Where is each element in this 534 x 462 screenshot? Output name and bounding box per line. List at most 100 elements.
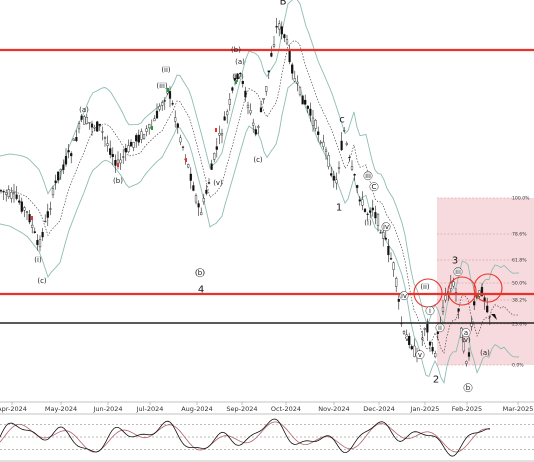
wave-label: iii (365, 172, 371, 180)
wave-label: i (429, 307, 431, 315)
candle-body (314, 119, 317, 129)
wave-label: (v) (461, 336, 471, 344)
candle-body (51, 188, 55, 196)
candle-body (5, 192, 8, 195)
candle-body (457, 308, 460, 312)
candle-body (20, 201, 23, 212)
fib-label: 23.6% (512, 322, 527, 328)
wave-label: (iii) (156, 82, 168, 90)
candle-body (332, 175, 335, 181)
x-tick-label: May-2024 (45, 405, 77, 413)
wave-label: iv (401, 292, 407, 300)
candle-body (174, 117, 177, 122)
candle-body (28, 214, 31, 223)
candle-body (267, 70, 270, 73)
candle-body (129, 142, 133, 147)
candle-body (103, 137, 107, 139)
candle-body (324, 149, 328, 152)
wave-label-ring (195, 268, 205, 278)
candle-body (15, 194, 18, 199)
candle-body (90, 123, 94, 128)
candle-body (189, 173, 192, 181)
wave-label-ring (369, 182, 379, 192)
candle-body (366, 213, 369, 215)
candle-body (226, 111, 229, 116)
wave-label: (c) (37, 277, 47, 285)
candle-body (12, 192, 16, 195)
candle-body (376, 213, 380, 227)
candle-body (96, 121, 99, 132)
wave-label: (ii) (420, 283, 430, 291)
candle-body (67, 150, 70, 153)
candle-body (387, 245, 390, 256)
wave-label-ring (461, 328, 471, 338)
wave-label: 1 (336, 203, 342, 214)
candle-body (311, 117, 315, 126)
wave-label: ii (438, 324, 442, 332)
candle-body (421, 337, 424, 340)
candle-body (441, 306, 445, 312)
wave-label: (b) (113, 177, 123, 185)
oscillator-slow-line (0, 421, 491, 453)
signal-mark (151, 126, 153, 130)
candle-body (397, 299, 400, 302)
candle-body (49, 208, 52, 210)
candle-body (340, 140, 343, 151)
wave-label: (b) (231, 46, 241, 54)
wave-label: c (339, 115, 345, 126)
candle-body (210, 163, 213, 170)
x-tick-label: Jul-2024 (136, 405, 164, 413)
highlight-circle (447, 276, 477, 306)
candle-body (223, 116, 226, 121)
candle-body (363, 208, 367, 212)
candle-body (179, 137, 182, 143)
wave-label: b (466, 384, 471, 392)
candle-body (413, 345, 416, 357)
wave-label: (ii) (161, 66, 171, 74)
candle-body (426, 324, 429, 333)
fib-label: 100.0% (512, 196, 530, 202)
candle-body (7, 189, 10, 198)
candle-body (207, 182, 211, 184)
candle-body (309, 108, 312, 116)
x-tick-label: Oct-2024 (271, 405, 301, 413)
wave-label-ring (435, 323, 445, 333)
candle-body (343, 130, 346, 132)
wave-label: (i) (34, 256, 42, 264)
candle-body (410, 346, 413, 350)
candle-body (158, 106, 161, 110)
candle-body (337, 167, 341, 169)
candle-body (41, 231, 44, 238)
candle-body (395, 278, 398, 287)
candle-body (374, 212, 377, 219)
candle-body (317, 131, 320, 135)
candle-body (236, 73, 239, 80)
candle-body (252, 122, 255, 126)
candles (0, 18, 491, 367)
candle-body (75, 136, 78, 141)
candle-body (259, 107, 263, 113)
candle-body (379, 232, 382, 234)
candle-body (2, 191, 5, 193)
candle-body (270, 52, 273, 57)
candle-body (163, 100, 166, 102)
fib-label: 0.0% (512, 363, 524, 369)
x-tick-label: Dec-2024 (363, 405, 394, 413)
wave-label: 3 (452, 256, 458, 267)
candle-body (23, 207, 26, 211)
wave-label: v (405, 335, 409, 343)
wave-label-ring (415, 350, 425, 360)
fibonacci-lines: 100.0% 78.6% 61.8% 50.0% 38.2% 23.6% 0.0% (437, 196, 530, 369)
wave-label: 2 (433, 375, 439, 386)
candle-body (194, 195, 198, 203)
candle-body (36, 240, 39, 245)
candle-body (202, 197, 205, 203)
candle-body (239, 73, 242, 75)
candle-body (98, 123, 101, 126)
candle-body (389, 258, 393, 260)
signal-mark (31, 216, 33, 220)
candle-body (254, 129, 257, 135)
candle-body (119, 159, 122, 164)
candle-body (200, 212, 203, 215)
wave-label: C (372, 183, 377, 191)
